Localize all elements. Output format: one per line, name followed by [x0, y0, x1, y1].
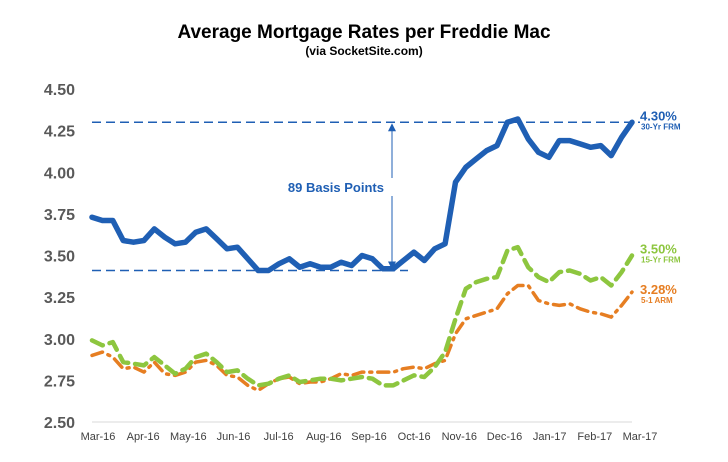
- series-end-name: 15-Yr FRM: [641, 256, 681, 265]
- y-tick-label: 3.75: [44, 207, 75, 224]
- y-tick-label: 3.25: [44, 290, 75, 307]
- series-end-labels: 4.30%30-Yr FRM 3.50%15-Yr FRM 3.28%5-1 ARM: [640, 108, 681, 305]
- arrowhead-down-icon: [388, 261, 396, 270]
- y-tick-label: 3.50: [44, 249, 75, 266]
- series-end-value: 3.50%: [640, 242, 677, 257]
- x-tick-label: Feb-17: [577, 431, 612, 443]
- y-tick-label: 4.50: [44, 82, 75, 99]
- basis-points-label: 89 Basis Points: [288, 180, 384, 195]
- series-layer: [89, 116, 635, 393]
- x-axis: Mar-16 Apr-16 May-16 Jun-16 Jul-16 Aug-16 Sep-…: [81, 431, 658, 443]
- x-tick-label: Jan-17: [533, 431, 567, 443]
- x-tick-label: Mar-17: [623, 431, 658, 443]
- x-tick-label: Dec-16: [487, 431, 522, 443]
- x-tick-label: Apr-16: [127, 431, 160, 443]
- series-end-name: 5-1 ARM: [641, 296, 673, 305]
- x-tick-label: May-16: [170, 431, 207, 443]
- series-line-0: [89, 116, 635, 274]
- series-end-name: 30-Yr FRM: [641, 122, 681, 131]
- series-line-2: [90, 283, 634, 393]
- y-tick-label: 4.00: [44, 165, 75, 182]
- series-end-value: 4.30%: [640, 108, 677, 123]
- y-axis: 2.50 2.75 3.00 3.25 3.50 3.75 4.00 4.25 4.50: [44, 82, 632, 432]
- arrowhead-up-icon: [388, 123, 396, 132]
- x-tick-label: Jun-16: [217, 431, 251, 443]
- y-tick-label: 4.25: [44, 124, 75, 141]
- y-tick-label: 2.75: [44, 373, 75, 390]
- x-tick-label: Aug-16: [306, 431, 341, 443]
- x-tick-label: Mar-16: [81, 431, 116, 443]
- chart-title: Average Mortgage Rates per Freddie Mac: [177, 22, 551, 43]
- y-tick-label: 2.50: [44, 415, 75, 432]
- series-line-1: [89, 244, 635, 388]
- x-tick-label: Nov-16: [442, 431, 477, 443]
- y-tick-label: 3.00: [44, 332, 75, 349]
- x-tick-label: Jul-16: [264, 431, 294, 443]
- x-tick-label: Sep-16: [351, 431, 386, 443]
- basis-points-bracket: 89 Basis Points: [92, 121, 640, 272]
- x-tick-label: Oct-16: [398, 431, 431, 443]
- chart-subtitle: (via SocketSite.com): [305, 44, 422, 58]
- series-end-value: 3.28%: [640, 282, 677, 297]
